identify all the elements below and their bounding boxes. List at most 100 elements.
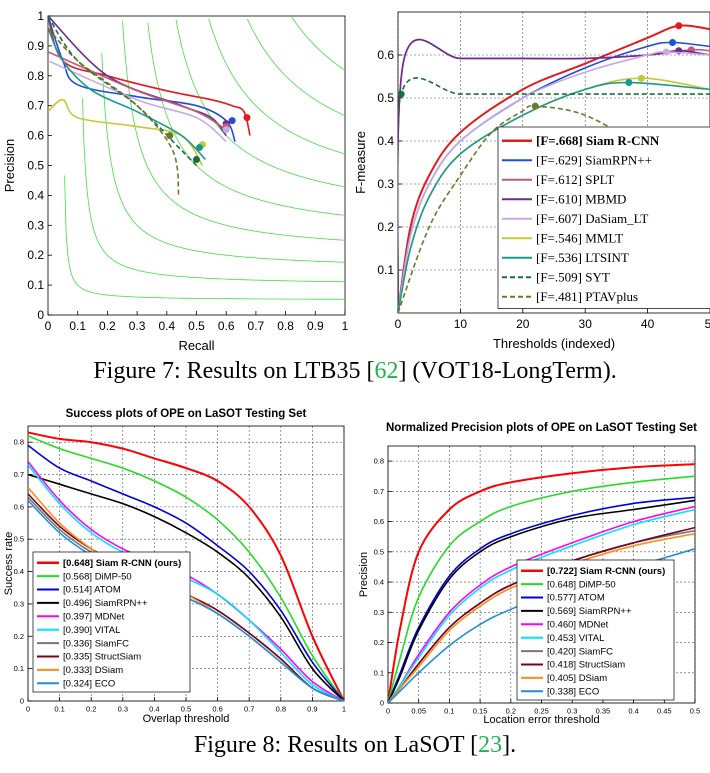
y-axis-label: F-measure xyxy=(355,131,368,194)
legend-label-3: [0.496] SiamRPN++ xyxy=(63,598,148,609)
x-tick-label: 0.2 xyxy=(99,319,116,333)
legend-label-3: [0.569] SiamRPN++ xyxy=(547,606,632,617)
x-tick-label: 0.2 xyxy=(86,705,96,714)
legend-label-0: [F=.668] Siam R-CNN xyxy=(536,133,660,148)
legend-label-5: [F=.546] MMLT xyxy=(536,231,623,246)
legend-label-6: [0.336] SiamFC xyxy=(63,638,129,649)
figure-8-caption-suffix: ]. xyxy=(502,732,517,758)
figure-7-caption-prefix: Figure 7: Results on LTB35 [ xyxy=(93,358,375,384)
x-tick-label: 0 xyxy=(395,317,402,331)
chart-title: Success plots of OPE on LaSOT Testing Se… xyxy=(66,408,307,420)
y-axis-label: Precision xyxy=(358,552,370,597)
legend-label-4: [0.460] MDNet xyxy=(547,619,609,630)
legend-label-0: [0.648] Siam R-CNN (ours) xyxy=(63,558,181,569)
series-marker-6 xyxy=(625,79,633,87)
legend-label-7: [0.418] StructSiam xyxy=(547,660,625,671)
x-tick-label: 0.05 xyxy=(411,707,426,716)
legend-label-2: [0.514] ATOM xyxy=(63,585,121,596)
iso-f-curve xyxy=(122,20,344,241)
legend-box xyxy=(497,126,710,309)
series-line-0 xyxy=(398,24,710,313)
x-tick-label: 1 xyxy=(342,319,349,333)
series-line-0 xyxy=(48,16,251,136)
ltb35-precision-recall-chart: 0 0.1 0.2 0.3 0.4 0.5 0.6 0.7 0.8 0.9 1 0 0.1 0.2 0.3 0… xyxy=(2,9,349,353)
y-tick-label: 0.2 xyxy=(374,638,384,647)
x-tick-label: 0.3 xyxy=(567,707,577,716)
legend-box xyxy=(32,551,191,693)
series-line-1 xyxy=(388,475,695,703)
figure-7-caption: Figure 7: Results on LTB35 [62] (VOT18-L… xyxy=(0,358,710,385)
series-marker-1 xyxy=(669,39,677,47)
legend-label-8: [0.405] DSiam xyxy=(547,673,607,684)
iso-f-curve xyxy=(175,19,344,187)
x-tick-label: 0.6 xyxy=(218,319,235,333)
series-marker-8 xyxy=(166,132,174,140)
legend-label-1: [F=.629] SiamRPN++ xyxy=(536,153,652,168)
x-tick-label: 5 xyxy=(705,317,710,331)
figure-7-caption-ref[interactable]: 62 xyxy=(374,358,399,384)
y-tick-label: 0 xyxy=(37,308,44,322)
series-line-1 xyxy=(28,434,344,701)
iso-f-curve xyxy=(246,18,344,116)
series-marker-0 xyxy=(243,114,251,122)
y-tick-label: 0.1 xyxy=(377,263,394,277)
x-tick-label: 0.5 xyxy=(690,707,700,716)
legend-label-0: [0.722] Siam R-CNN (ours) xyxy=(547,566,665,577)
x-tick-label: 0.5 xyxy=(188,319,205,333)
series-line-4 xyxy=(48,60,227,143)
series-line-8 xyxy=(388,532,695,703)
y-tick-label: 0.6 xyxy=(374,517,384,526)
y-axis-label: Precision xyxy=(2,139,17,192)
y-tick-label: 0.4 xyxy=(14,567,24,576)
legend-label-8: [F=.481] PTAVplus xyxy=(536,289,638,304)
legend-label-2: [0.577] ATOM xyxy=(547,593,605,604)
y-tick-label: 0.1 xyxy=(14,664,24,673)
x-tick-label: 40 xyxy=(641,317,655,331)
legend-label-5: [0.453] VITAL xyxy=(547,633,604,644)
series-line-1 xyxy=(48,16,236,142)
y-tick-label: 0.1 xyxy=(374,668,384,677)
legend-label-6: [F=.536] LTSINT xyxy=(536,250,629,265)
x-tick-label: 30 xyxy=(579,317,593,331)
series-line-5 xyxy=(48,98,204,166)
lasot-success-chart: Success plots of OPE on LaSOT Testing Se… xyxy=(3,408,346,725)
x-tick-label: 0.3 xyxy=(129,319,146,333)
series-marker-7 xyxy=(397,90,405,98)
iso-f-curve xyxy=(82,98,344,283)
series-line-3 xyxy=(388,499,695,703)
x-tick-label: 0.15 xyxy=(473,707,488,716)
x-tick-label: 0.3 xyxy=(118,705,128,714)
x-tick-label: 0.35 xyxy=(596,707,611,716)
y-axis-label: Success rate xyxy=(3,532,15,596)
y-tick-label: 0.7 xyxy=(374,487,384,496)
y-tick-label: 0.7 xyxy=(14,470,24,479)
legend-label-9: [0.324] ECO xyxy=(63,678,115,689)
series-marker-0 xyxy=(675,22,683,30)
x-axis-label: Recall xyxy=(178,338,214,353)
x-tick-label: 0.25 xyxy=(534,707,549,716)
x-tick-label: 20 xyxy=(516,317,530,331)
legend-box xyxy=(516,559,675,701)
y-tick-label: 0.3 xyxy=(377,177,394,191)
series-line-7 xyxy=(48,16,198,167)
series-line-0 xyxy=(28,431,344,701)
series-marker-8 xyxy=(531,102,539,110)
series-line-8 xyxy=(48,27,180,196)
series-marker-5 xyxy=(637,74,645,82)
series-line-3 xyxy=(48,51,227,131)
x-tick-label: 0.9 xyxy=(307,705,317,714)
y-tick-label: 0.8 xyxy=(27,69,44,83)
y-tick-label: 0.2 xyxy=(377,220,394,234)
y-tick-label: 0.4 xyxy=(377,134,394,148)
y-tick-label: 0.3 xyxy=(14,599,24,608)
legend-label-2: [F=.612] SPLT xyxy=(536,172,614,187)
figure-8-caption-ref[interactable]: 23 xyxy=(478,732,503,758)
ltb35-f-measure-chart: 0 10 20 30 40 5 0.1 0.2 0.3 0.4 0.5 0.6 Thresholds (… xyxy=(355,11,710,351)
legend-label-9: [0.338] ECO xyxy=(547,686,599,697)
legend-label-8: [0.333] DSiam xyxy=(63,665,123,676)
series-line-0 xyxy=(388,463,695,703)
y-tick-label: 1 xyxy=(37,9,44,23)
series-marker-7 xyxy=(193,156,200,164)
y-tick-label: 0.3 xyxy=(27,218,44,232)
y-tick-label: 0.8 xyxy=(14,438,24,447)
